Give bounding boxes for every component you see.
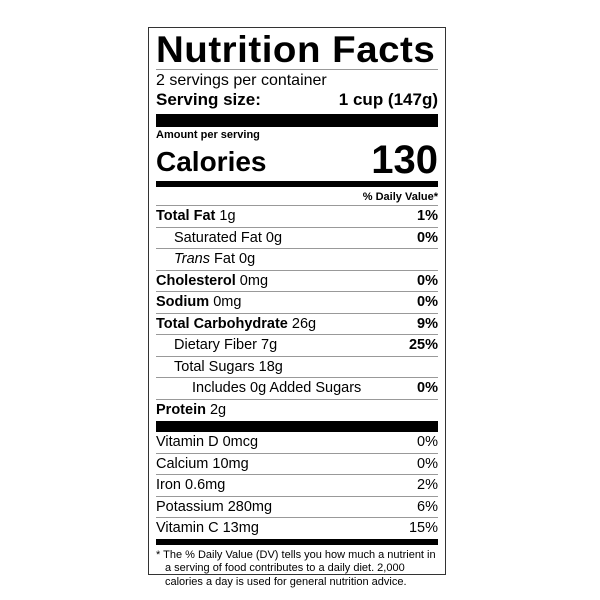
nutrient-amount: 18g bbox=[258, 358, 283, 375]
vitamin-dv: 2% bbox=[417, 477, 438, 493]
vitamin-row: Vitamin C 13mg 15% bbox=[156, 518, 438, 539]
nutrient-name: Saturated Fat bbox=[174, 229, 262, 246]
vitamin-dv: 0% bbox=[417, 434, 438, 450]
vitamin-name: Vitamin D 0mcg bbox=[156, 434, 259, 450]
nutrient-name-suffix: Fat bbox=[214, 251, 235, 267]
nutrient-amount: 2g bbox=[209, 401, 227, 418]
vitamin-row: Vitamin D 0mcg 0% bbox=[156, 432, 438, 454]
nutrient-amount: 0mg bbox=[239, 272, 269, 289]
vitamin-name: Vitamin C 13mg bbox=[156, 520, 259, 536]
nutrient-amount: 0g bbox=[239, 251, 256, 267]
vitamin-row: Calcium 10mg 0% bbox=[156, 454, 438, 475]
servings-per-container: 2 servings per container bbox=[156, 72, 327, 89]
divider bbox=[156, 69, 438, 70]
nutrient-name: Trans bbox=[174, 251, 210, 267]
nutrient-dv: 0% bbox=[417, 272, 438, 289]
footnote: * The % Daily Value (DV) tells you how m… bbox=[156, 548, 436, 588]
vitamin-row: Potassium 280mg 6% bbox=[156, 497, 438, 518]
nutrient-dv: 9% bbox=[417, 315, 438, 332]
thick-divider bbox=[156, 114, 438, 127]
nutrient-row-cholesterol: Cholesterol 0mg 0% bbox=[156, 271, 438, 292]
amount-per-serving: Amount per serving bbox=[156, 129, 260, 141]
nutrient-name: Cholesterol bbox=[156, 272, 236, 289]
vitamin-row: Iron 0.6mg 2% bbox=[156, 475, 438, 497]
calories-label: Calories bbox=[156, 146, 267, 177]
nutrient-row-added-sugars: Includes 0g Added Sugars 0% bbox=[156, 378, 438, 400]
nutrition-facts-label: Nutrition Facts 2 servings per container… bbox=[148, 27, 446, 588]
nutrient-row-sodium: Sodium 0mg 0% bbox=[156, 292, 438, 314]
nutrient-row-dietary-fiber: Dietary Fiber 7g 25% bbox=[156, 335, 438, 357]
nutrient-name: Includes 0g Added Sugars bbox=[192, 380, 362, 396]
serving-size: Serving size: 1 cup (147g) bbox=[156, 90, 438, 110]
vitamin-dv: 15% bbox=[408, 520, 438, 536]
serving-size-value: 1 cup (147g) bbox=[338, 90, 438, 109]
calories-value: 130 bbox=[371, 138, 438, 182]
vitamin-name: Potassium 280mg bbox=[156, 498, 273, 515]
nutrient-name: Total Fat bbox=[156, 208, 216, 224]
nutrient-row-saturated-fat: Saturated Fat 0g 0% bbox=[156, 228, 438, 249]
nutrient-row-total-sugars: Total Sugars 18g bbox=[156, 357, 438, 378]
medium-divider bbox=[156, 538, 438, 545]
vitamin-dv: 6% bbox=[417, 498, 438, 515]
nutrient-name: Total Sugars bbox=[174, 358, 255, 375]
nutrient-dv: 1% bbox=[417, 208, 438, 224]
nutrient-name: Total Carbohydrate bbox=[156, 315, 288, 332]
nutrient-row-total-carbohydrate: Total Carbohydrate 26g 9% bbox=[156, 314, 438, 335]
nutrient-row-protein: Protein 2g bbox=[156, 400, 438, 421]
nutrient-amount: 0mg bbox=[213, 294, 242, 310]
nutrient-amount: 0g bbox=[265, 229, 283, 246]
thick-divider bbox=[156, 421, 438, 432]
nutrient-name: Protein bbox=[156, 401, 206, 418]
nutrient-dv: 25% bbox=[408, 337, 438, 353]
nutrient-amount: 26g bbox=[291, 315, 317, 332]
serving-size-label: Serving size: bbox=[156, 90, 261, 109]
nutrient-amount: 7g bbox=[261, 337, 278, 353]
vitamin-name: Calcium 10mg bbox=[156, 455, 249, 472]
nutrient-amount: 1g bbox=[219, 208, 236, 224]
nutrient-dv: 0% bbox=[417, 229, 438, 246]
medium-divider bbox=[156, 181, 438, 187]
nutrient-row-trans-fat: Trans Fat 0g bbox=[156, 249, 438, 271]
vitamin-dv: 0% bbox=[417, 455, 438, 472]
nutrient-dv: 0% bbox=[417, 294, 438, 310]
nutrient-name: Dietary Fiber bbox=[174, 337, 257, 353]
calories-row: Calories 130 bbox=[156, 138, 438, 182]
label-title: Nutrition Facts bbox=[156, 29, 436, 70]
daily-value-header: % Daily Value* bbox=[156, 187, 438, 206]
nutrient-row-total-fat: Total Fat 1g 1% bbox=[156, 206, 438, 228]
nutrient-dv: 0% bbox=[417, 380, 438, 396]
nutrient-name: Sodium bbox=[156, 294, 210, 310]
vitamin-name: Iron 0.6mg bbox=[156, 477, 226, 493]
